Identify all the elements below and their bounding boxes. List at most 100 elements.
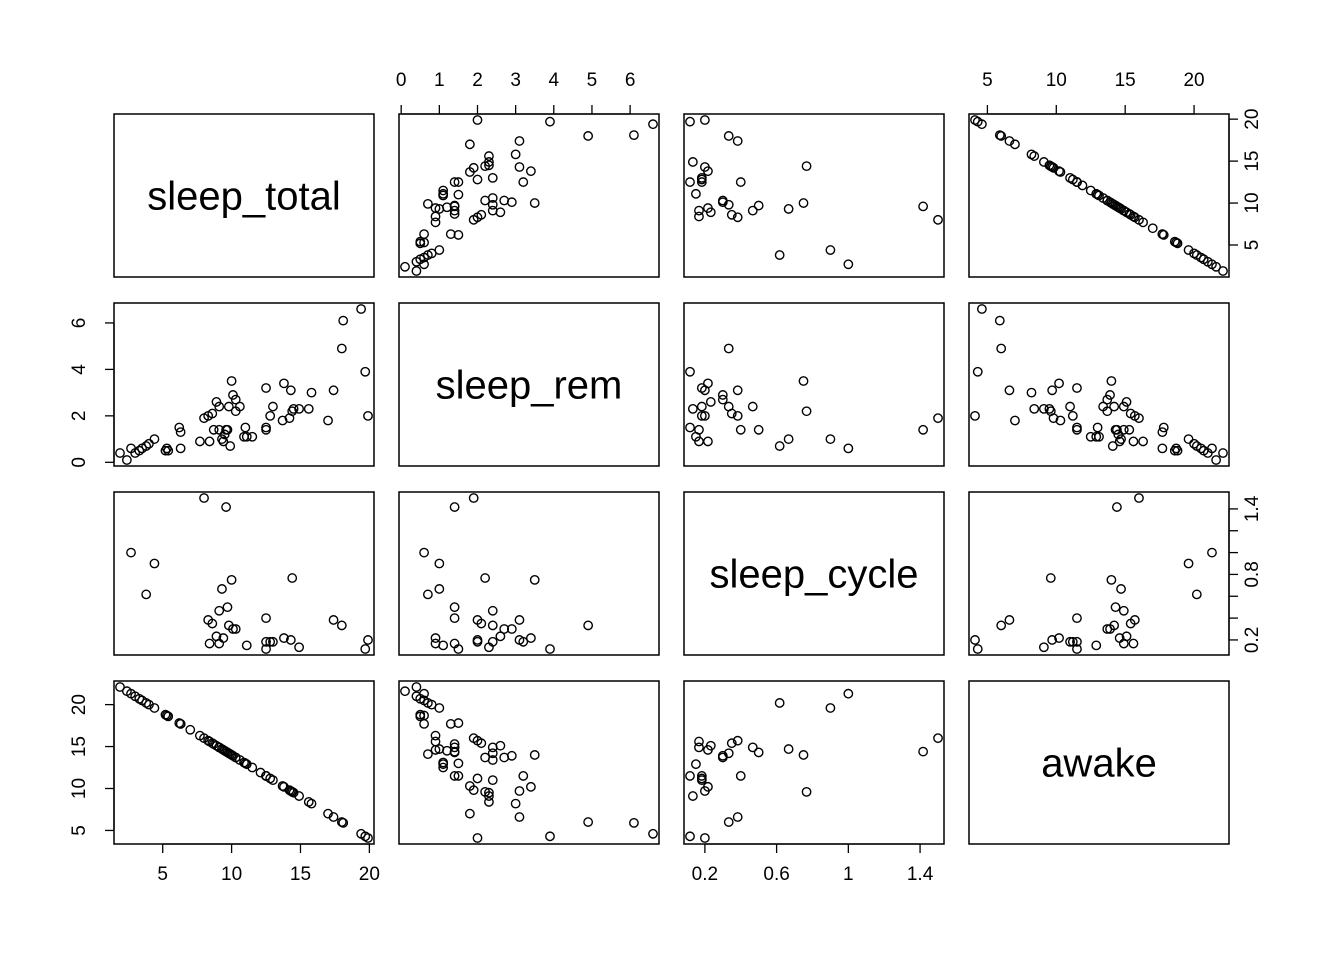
point-sleep_rem-vs-awake-16 — [1138, 436, 1148, 447]
tick-label-sleep_cycle-0.6: 0.6 — [763, 864, 789, 885]
point-awake-vs-sleep_rem-1 — [400, 686, 410, 697]
point-sleep_total-vs-sleep_cycle-57 — [732, 136, 743, 146]
point-sleep_rem-vs-awake-29 — [1110, 424, 1121, 435]
point-awake-vs-sleep_total-15 — [185, 724, 196, 735]
point-sleep_rem-vs-awake-9 — [1172, 445, 1183, 456]
point-awake-vs-sleep_rem-13 — [419, 719, 429, 729]
panel-sleep_cycle-sleep_rem — [398, 491, 660, 656]
point-sleep_total-vs-sleep_rem-8 — [434, 245, 445, 255]
point-awake-vs-sleep_rem-36 — [487, 755, 498, 765]
tick-label-sleep_total-5: 5 — [1242, 240, 1263, 251]
point-sleep_cycle-vs-sleep_total-61 — [360, 644, 371, 654]
panel-sleep_cycle-awake — [968, 491, 1230, 656]
point-sleep_total-vs-sleep_rem-32 — [529, 198, 540, 208]
point-sleep_total-vs-sleep_cycle-17 — [933, 214, 943, 225]
point-sleep_cycle-vs-sleep_total-25 — [217, 584, 227, 594]
point-sleep_rem-vs-awake-47 — [1055, 415, 1066, 426]
tick-label-sleep_total-15: 15 — [1242, 151, 1263, 172]
point-sleep_cycle-vs-sleep_rem-53 — [484, 642, 494, 653]
point-sleep_total-vs-sleep_rem-40 — [438, 185, 449, 196]
point-awake-vs-sleep_rem-48 — [526, 781, 536, 792]
point-sleep_rem-vs-sleep_total-38 — [240, 422, 251, 433]
point-sleep_cycle-vs-awake-53 — [1038, 642, 1049, 653]
point-awake-vs-sleep_rem-62 — [472, 833, 483, 843]
tick-label-awake-15: 15 — [69, 736, 90, 757]
point-sleep_cycle-vs-sleep_total-8 — [149, 558, 160, 569]
tick-label-awake-10: 10 — [69, 778, 90, 799]
point-awake-vs-sleep_cycle-57 — [732, 812, 743, 822]
point-awake-vs-sleep_total-46 — [268, 775, 278, 786]
point-sleep_rem-vs-sleep_total-62 — [363, 410, 373, 421]
diagonal-label-sleep_total: sleep_total — [147, 175, 340, 219]
point-sleep_rem-vs-sleep_total-46 — [268, 401, 278, 412]
point-sleep_total-vs-sleep_rem-1 — [400, 261, 410, 272]
diagonal-label-sleep_cycle: sleep_cycle — [709, 553, 918, 597]
diagonal-label-sleep_rem: sleep_rem — [436, 364, 623, 408]
point-sleep_rem-vs-awake-36 — [1098, 401, 1109, 412]
point-sleep_rem-vs-sleep_total-6 — [141, 441, 152, 451]
point-sleep_cycle-vs-sleep_rem-44 — [449, 613, 460, 624]
point-awake-vs-sleep_rem-29 — [449, 747, 460, 758]
point-sleep_total-vs-sleep_rem-53 — [484, 157, 494, 167]
point-sleep_total-vs-awake-53 — [1038, 157, 1049, 167]
point-awake-vs-sleep_rem-58 — [583, 817, 594, 827]
point-sleep_total-vs-sleep_rem-26 — [430, 203, 441, 213]
diagonal-label-awake: awake — [1041, 742, 1157, 786]
tick-label-awake-5: 5 — [982, 70, 993, 91]
point-sleep_total-vs-sleep_rem-31 — [422, 198, 433, 209]
point-sleep_rem-vs-sleep_total-59 — [338, 315, 349, 326]
point-sleep_cycle-vs-awake-48 — [1054, 633, 1064, 643]
point-sleep_cycle-vs-awake-61 — [972, 644, 983, 654]
point-sleep_cycle-vs-sleep_rem-62 — [472, 635, 483, 645]
point-awake-vs-sleep_rem-32 — [529, 750, 540, 760]
point-sleep_rem-vs-sleep_total-16 — [195, 436, 205, 447]
point-awake-vs-sleep_rem-55 — [510, 798, 521, 809]
point-sleep_total-vs-sleep_rem-16 — [430, 217, 441, 228]
point-sleep_cycle-vs-sleep_rem-34 — [499, 624, 510, 634]
panel-awake-awake — [968, 680, 1230, 845]
point-sleep_rem-vs-awake-61 — [972, 366, 983, 377]
point-sleep_rem-vs-sleep_total-51 — [287, 406, 298, 417]
point-sleep_rem-vs-sleep_total-50 — [285, 385, 296, 396]
point-sleep_rem-vs-awake-58 — [996, 343, 1007, 354]
point-sleep_cycle-vs-awake-51 — [1045, 573, 1056, 583]
point-sleep_rem-vs-awake-0 — [1218, 448, 1228, 458]
point-awake-vs-sleep_total-40 — [247, 762, 258, 773]
point-sleep_rem-vs-sleep_total-55 — [306, 387, 317, 398]
point-sleep_rem-vs-sleep_total-54 — [303, 403, 314, 414]
point-sleep_total-vs-awake-40 — [1085, 185, 1096, 196]
point-awake-vs-sleep_rem-16 — [430, 730, 441, 741]
point-awake-vs-sleep_rem-34 — [499, 752, 510, 763]
point-sleep_rem-vs-awake-8 — [1183, 434, 1194, 444]
point-sleep_cycle-vs-sleep_total-46 — [268, 636, 278, 647]
tick-label-awake-5: 5 — [69, 825, 90, 836]
point-sleep_rem-vs-sleep_cycle-39 — [691, 431, 701, 442]
tick-label-sleep_rem-2: 2 — [69, 411, 90, 422]
point-sleep_total-vs-sleep_rem-39 — [438, 188, 449, 199]
point-sleep_rem-vs-awake-62 — [970, 410, 980, 421]
point-sleep_rem-vs-sleep_total-44 — [261, 424, 271, 435]
point-sleep_total-vs-sleep_cycle-62 — [699, 115, 710, 125]
point-sleep_rem-vs-sleep_total-45 — [265, 410, 276, 421]
point-sleep_rem-vs-sleep_total-48 — [279, 378, 289, 389]
point-sleep_cycle-vs-sleep_rem-61 — [545, 644, 555, 654]
point-sleep_rem-vs-awake-20 — [1125, 408, 1136, 419]
point-awake-vs-sleep_cycle-53 — [687, 791, 698, 801]
point-awake-vs-sleep_cycle-44 — [735, 771, 746, 781]
point-sleep_rem-vs-awake-24 — [1118, 401, 1129, 412]
point-sleep_total-vs-sleep_cycle-24 — [747, 205, 758, 216]
point-awake-vs-sleep_rem-59 — [629, 818, 639, 828]
point-sleep_rem-vs-sleep_total-26 — [218, 436, 229, 447]
panel-sleep_rem-sleep_cycle — [683, 302, 945, 467]
point-sleep_cycle-vs-sleep_rem-2 — [419, 547, 429, 558]
point-awake-vs-sleep_total-53 — [294, 791, 305, 801]
point-sleep_total-vs-sleep_rem-58 — [583, 131, 594, 141]
point-sleep_rem-vs-sleep_total-1 — [121, 455, 132, 465]
point-sleep_cycle-vs-sleep_rem-42 — [453, 644, 464, 654]
point-sleep_rem-vs-sleep_total-36 — [234, 401, 245, 412]
point-sleep_rem-vs-awake-12 — [1158, 422, 1169, 433]
point-sleep_cycle-vs-awake-33 — [1105, 624, 1115, 634]
point-awake-vs-sleep_cycle-25 — [783, 744, 794, 754]
point-sleep_rem-vs-awake-44 — [1072, 424, 1082, 435]
point-sleep_rem-vs-sleep_cycle-46 — [696, 401, 707, 412]
